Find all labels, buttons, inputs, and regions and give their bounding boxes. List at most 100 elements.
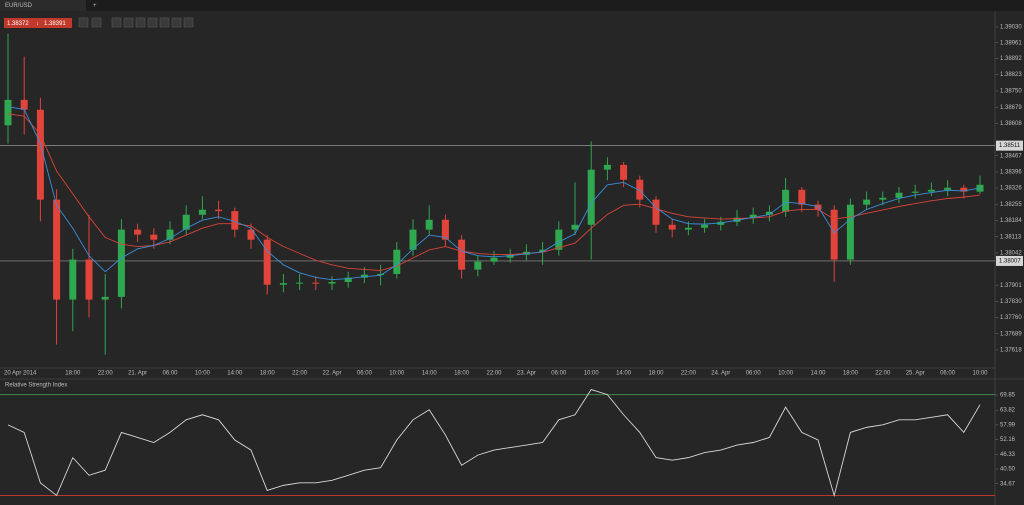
price-label-box: [996, 140, 1023, 151]
candle-body: [879, 197, 887, 200]
y-tick-label: 69.85: [1000, 393, 1016, 399]
y-tick-label: 57.99: [1000, 422, 1016, 428]
price-label-box: [996, 255, 1023, 266]
x-tick-label: 22:00: [292, 371, 308, 377]
tab[interactable]: [0, 0, 86, 11]
y-tick-label: 1.38467: [1000, 153, 1022, 159]
y-tick-label: 40.50: [1000, 467, 1016, 473]
y-tick-label: 63.82: [1000, 408, 1016, 414]
candle-body: [798, 189, 806, 205]
quote-arrow: ↓: [36, 21, 39, 27]
x-tick-label: 22:00: [875, 371, 891, 377]
candle-body: [263, 239, 271, 285]
tool[interactable]: [123, 17, 134, 28]
ask: 1.38391: [44, 21, 66, 27]
tool[interactable]: [183, 17, 194, 28]
candle-body: [749, 214, 757, 218]
x-tick-label: 10:00: [195, 371, 211, 377]
x-tick-label: 20 Apr 2014: [4, 371, 37, 377]
x-tick-label: 22. Apr: [322, 371, 341, 377]
tool[interactable]: [159, 17, 170, 28]
tool[interactable]: [111, 17, 122, 28]
x-tick-label: 21. Apr: [128, 371, 147, 377]
candle-body: [944, 187, 952, 190]
candle-body: [668, 224, 676, 230]
y-tick-label: 1.38961: [1000, 40, 1022, 46]
candle-body: [344, 277, 352, 282]
y-tick-label: 1.37760: [1000, 315, 1022, 321]
candle-body: [198, 209, 206, 215]
candle-body: [150, 234, 158, 240]
candle-body: [69, 259, 77, 300]
x-tick-label: 23. Apr: [517, 371, 536, 377]
new-tab[interactable]: +: [93, 3, 97, 9]
tab-bar: [0, 0, 1024, 11]
y-tick-label: 1.38326: [1000, 186, 1022, 192]
candle-body: [960, 187, 968, 192]
x-tick-label: 14:00: [616, 371, 632, 377]
candle-body: [782, 189, 790, 212]
x-tick-label: 18:00: [648, 371, 664, 377]
tool[interactable]: [147, 17, 158, 28]
x-tick-label: 10:00: [584, 371, 600, 377]
y-tick-label: 1.37830: [1000, 299, 1022, 305]
y-tick-label: 1.37901: [1000, 283, 1022, 289]
candle-body: [863, 199, 871, 205]
y-tick-label: 1.38042: [1000, 251, 1022, 257]
x-tick-label: 10:00: [389, 371, 405, 377]
y-tick-label: 46.33: [1000, 452, 1016, 458]
y-tick-label: 1.39030: [1000, 25, 1022, 31]
y-tick-label: 1.37618: [1000, 348, 1022, 354]
y-tick-label: 1.38113: [1000, 234, 1022, 240]
candle-body: [571, 224, 579, 230]
candle-body: [117, 229, 125, 297]
x-tick-label: 24. Apr: [711, 371, 730, 377]
candle-body: [279, 283, 287, 285]
candle-body: [474, 261, 482, 270]
x-tick-label: 18:00: [454, 371, 470, 377]
candle-body: [182, 214, 190, 230]
zoom-in[interactable]: [78, 17, 89, 28]
indicator-title: Relative Strength Index: [5, 383, 67, 389]
toolbar: [78, 17, 194, 28]
candle-body: [296, 282, 304, 284]
x-tick-label: 06:00: [746, 371, 762, 377]
y-tick-label: 1.38823: [1000, 72, 1022, 78]
candle-body: [490, 257, 498, 262]
candle-body: [409, 229, 417, 250]
x-tick-label: 06:00: [357, 371, 373, 377]
price-label: 1.38511: [999, 143, 1021, 149]
candle-body: [458, 239, 466, 270]
candle-body: [652, 199, 660, 225]
candle-body: [895, 192, 903, 198]
x-tick-label: 22:00: [681, 371, 697, 377]
candle-body: [911, 191, 919, 193]
candle-body: [555, 229, 563, 250]
candle-body: [328, 281, 336, 284]
y-tick-label: 1.38396: [1000, 170, 1022, 176]
y-tick-label: 34.67: [1000, 481, 1016, 487]
rsi-line: [7, 389, 981, 498]
y-tick-label: 1.38608: [1000, 121, 1022, 127]
x-tick-label: 18:00: [843, 371, 859, 377]
x-tick-label: 18:00: [260, 371, 276, 377]
x-tick-label: 06:00: [162, 371, 178, 377]
y-tick-label: 1.38255: [1000, 202, 1022, 208]
tool[interactable]: [171, 17, 182, 28]
zoom-out[interactable]: [91, 17, 102, 28]
candle-body: [539, 249, 547, 252]
x-tick-label: 14:00: [422, 371, 438, 377]
candle-body: [441, 219, 449, 240]
candle-body: [927, 189, 935, 192]
candle-body: [215, 209, 223, 212]
price-label: 1.38007: [999, 259, 1021, 265]
tool[interactable]: [135, 17, 146, 28]
x-tick-label: 10:00: [778, 371, 794, 377]
candle-body: [603, 164, 611, 170]
candle-body: [231, 211, 239, 230]
bid: 1.38372: [7, 21, 29, 27]
candle-body: [53, 199, 61, 300]
candle-body: [830, 209, 838, 260]
x-tick-label: 06:00: [551, 371, 567, 377]
